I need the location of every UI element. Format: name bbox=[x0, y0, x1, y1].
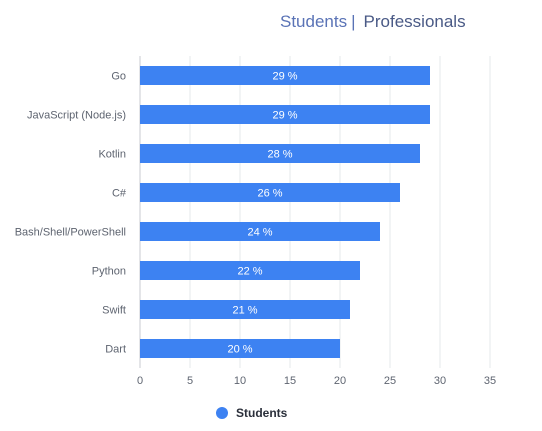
x-tick-label: 25 bbox=[384, 375, 396, 387]
bar[interactable] bbox=[140, 339, 340, 358]
category-label: Python bbox=[92, 266, 126, 278]
segment-tabs: Students | Professionals bbox=[280, 12, 466, 32]
x-tick-labels: 0 5 10 15 20 25 30 35 bbox=[137, 375, 496, 387]
bar[interactable] bbox=[140, 105, 430, 124]
category-label: JavaScript (Node.js) bbox=[27, 110, 126, 122]
bar-value-label: 21 % bbox=[232, 305, 257, 317]
category-label: Swift bbox=[102, 305, 126, 317]
category-label: C# bbox=[112, 188, 127, 200]
bars: 29 % 29 % 28 % 26 % 24 % 22 % 21 % 20 % bbox=[140, 66, 430, 358]
x-tick-label: 0 bbox=[137, 375, 143, 387]
x-tick-label: 10 bbox=[234, 375, 246, 387]
bar-value-label: 29 % bbox=[272, 71, 297, 83]
tab-separator: | bbox=[351, 12, 356, 31]
category-label: Dart bbox=[105, 344, 126, 356]
bar-value-label: 28 % bbox=[267, 149, 292, 161]
bar-value-label: 22 % bbox=[237, 266, 262, 278]
grid-lines bbox=[139, 56, 491, 368]
legend-label: Students bbox=[236, 406, 288, 420]
bar[interactable] bbox=[140, 66, 430, 85]
tab-students[interactable]: Students bbox=[280, 12, 348, 31]
bar-value-label: 20 % bbox=[227, 344, 252, 356]
x-tick-label: 35 bbox=[484, 375, 496, 387]
bar[interactable] bbox=[140, 144, 420, 163]
legend-item-students[interactable]: Students bbox=[216, 406, 287, 420]
category-label: Kotlin bbox=[98, 149, 126, 161]
bar[interactable] bbox=[140, 300, 350, 319]
bar-value-label: 26 % bbox=[257, 188, 282, 200]
bar[interactable] bbox=[140, 222, 380, 241]
bar-value-label: 24 % bbox=[247, 227, 272, 239]
category-labels: Go JavaScript (Node.js) Kotlin C# Bash/Shell… bbox=[15, 71, 127, 356]
bar[interactable] bbox=[140, 261, 360, 280]
x-tick-label: 20 bbox=[334, 375, 346, 387]
tab-professionals[interactable]: Professionals bbox=[363, 12, 466, 31]
x-tick-label: 30 bbox=[434, 375, 446, 387]
bar[interactable] bbox=[140, 183, 400, 202]
x-tick-label: 5 bbox=[187, 375, 193, 387]
x-tick-label: 15 bbox=[284, 375, 296, 387]
category-label: Go bbox=[111, 71, 126, 83]
category-label: Bash/Shell/PowerShell bbox=[15, 227, 126, 239]
bar-value-label: 29 % bbox=[272, 110, 297, 122]
legend-dot-icon bbox=[216, 407, 228, 419]
